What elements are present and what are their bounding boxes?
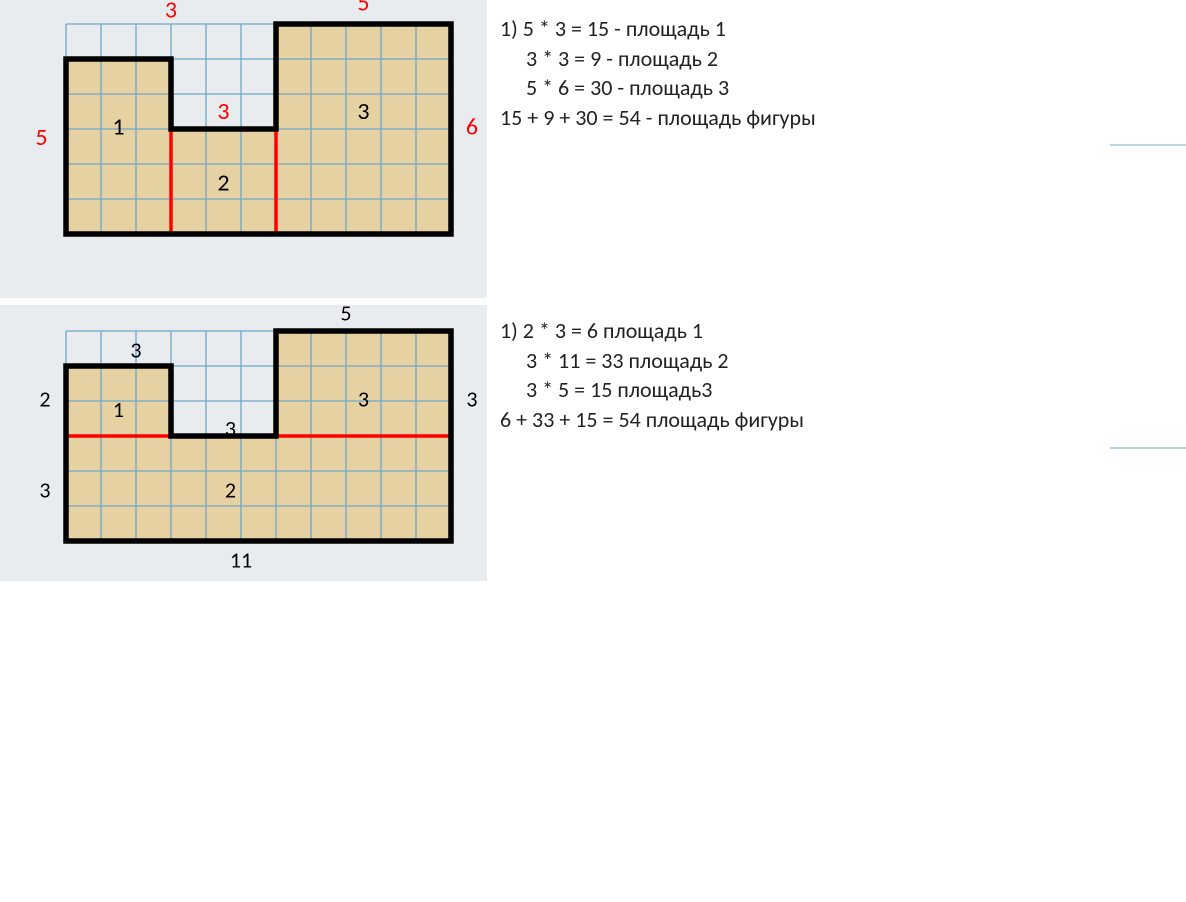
figure2-calculations: 1) 2 * 3 = 6 площадь 13 * 11 = 33 площад…: [500, 316, 804, 435]
calc-line: 3 * 5 = 15 площадь3: [526, 375, 804, 405]
dimension-label: 5: [357, 0, 369, 17]
figure2-panel: 35333231112: [0, 305, 487, 581]
region-label: 1: [112, 113, 124, 142]
dimension-label: 3: [165, 0, 177, 24]
calc-line: 5 * 6 = 30 - площадь 3: [526, 73, 816, 103]
region-label: 2: [225, 476, 236, 503]
figure2-svg: 35333231112: [0, 305, 487, 581]
figure1-calculations: 1) 5 * 3 = 15 - площадь 13 * 3 = 9 - пло…: [500, 14, 816, 133]
dimension-label: 3: [466, 385, 477, 412]
dimension-label: 3: [130, 336, 141, 363]
figure1-panel: 3 5 3 5 6 3 1 2: [0, 0, 487, 298]
region-label: 2: [217, 169, 229, 198]
region-label: 1: [113, 396, 124, 423]
dimension-label: 2: [39, 385, 50, 412]
calc-line: 6 + 33 + 15 = 54 площадь фигуры: [500, 405, 804, 435]
calc-line: 1) 5 * 3 = 15 - площадь 1: [500, 14, 816, 44]
dimension-label: 3: [225, 415, 236, 442]
dimension-label: 5: [35, 123, 47, 152]
dimension-label: 3: [39, 476, 50, 503]
dimension-label: 5: [340, 305, 351, 327]
dimension-label: 6: [466, 113, 478, 142]
dimension-label: 11: [230, 546, 252, 573]
dimension-label: 3: [358, 385, 369, 412]
dimension-label: 3: [357, 97, 369, 126]
calc-line: 3 * 3 = 9 - площадь 2: [526, 44, 816, 74]
calc-line: 1) 2 * 3 = 6 площадь 1: [500, 316, 804, 346]
calc-line: 3 * 11 = 33 площадь 2: [526, 346, 804, 376]
figure1-svg: 3 5 3 5 6 3 1 2: [0, 0, 487, 298]
calc-line: 15 + 9 + 30 = 54 - площадь фигуры: [500, 103, 816, 133]
dimension-label: 3: [217, 97, 229, 126]
